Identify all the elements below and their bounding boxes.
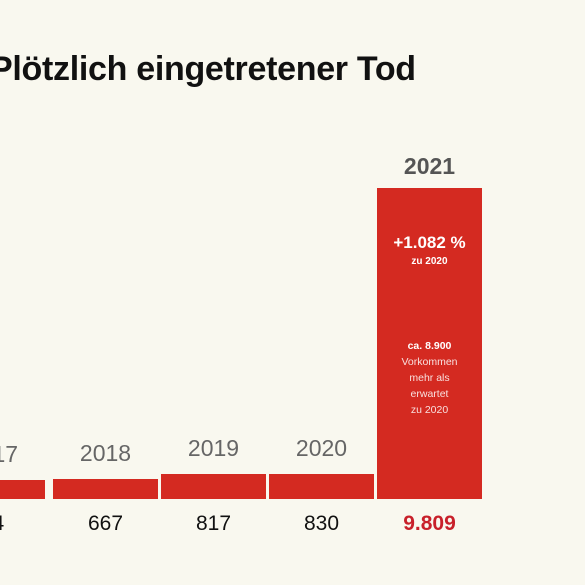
value-label-2021: 9.809 <box>403 512 456 535</box>
annotation-change: +1.082 % <box>393 233 465 252</box>
chart-title: Plötzlich eingetretener Tod <box>0 50 416 88</box>
value-label-2018: 667 <box>88 512 123 535</box>
bar-2018 <box>53 479 158 499</box>
year-label-2018: 2018 <box>80 440 131 466</box>
bar-2020 <box>269 474 374 499</box>
value-label-2017: 24 <box>0 512 4 535</box>
year-label-2021: 2021 <box>404 153 455 179</box>
annotation-note-line: zu 2020 <box>411 404 449 416</box>
annotation-note-line: mehr als <box>409 372 449 384</box>
bar-2021 <box>377 188 482 499</box>
year-label-2019: 2019 <box>188 435 239 461</box>
year-label-2017: 2017 <box>0 441 18 467</box>
annotation-change-sub: zu 2020 <box>411 256 448 267</box>
value-label-2020: 830 <box>304 512 339 535</box>
bar-2017 <box>0 480 45 499</box>
annotation-note-line: Vorkommen <box>401 356 457 368</box>
annotation-note-line: erwartet <box>411 388 449 400</box>
bar-2019 <box>161 474 266 499</box>
value-label-2019: 817 <box>196 512 231 535</box>
year-label-2020: 2020 <box>296 435 347 461</box>
annotation-note-line: ca. 8.900 <box>408 340 452 352</box>
